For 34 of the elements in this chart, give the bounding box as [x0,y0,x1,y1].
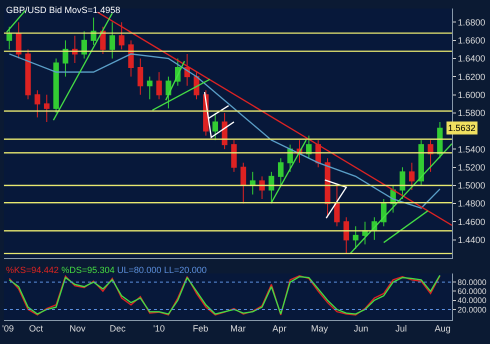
y-tick-label: 1.6400 [458,54,486,64]
y-tick-label: 1.6800 [458,17,486,28]
x-tick-label: '09 [2,324,14,334]
y-tick-label: 80.0000 [458,278,488,287]
series-label: %KS=94.442 [6,265,59,275]
x-tick-label: Feb [192,324,208,334]
y-tick-label: 1.6200 [458,72,486,82]
x-tick-label: Oct [29,324,44,334]
x-tick-label: May [311,324,329,334]
y-tick-label: 60.0000 [458,287,488,296]
y-tick-label: 40.0000 [458,296,488,306]
x-tick-label: Jul [395,324,407,334]
x-tick-label: Nov [69,324,86,334]
x-tick-label: Mar [230,324,246,334]
ref-line-label: LL=20.000 [164,265,207,275]
annotation: 1.5632 [448,123,476,133]
y-tick-label: 1.5400 [458,144,486,154]
ref-line-label: UL=80.000 [117,265,162,275]
y-tick-label: 1.4400 [458,235,486,246]
y-tick-label: 1.4600 [458,216,486,227]
y-tick-label: 1.5200 [458,162,486,172]
y-tick-label: 20.0000 [458,305,488,314]
x-tick-label: Apr [272,324,286,334]
x-tick-label: '10 [153,324,165,334]
x-tick-label: Jun [354,324,368,334]
y-tick-label: 1.6600 [458,35,486,46]
y-tick-label: 1.5800 [458,108,486,118]
y-tick-label: 1.6000 [458,90,486,100]
series-label: %DS=95.304 [61,265,115,275]
x-tick-label: Aug [434,324,451,334]
y-tick-label: 1.4800 [458,198,486,209]
chart-title: GBP/USD Bid MovS=1.4958 [6,5,120,15]
y-tick-label: 1.5000 [458,180,486,191]
x-tick-label: Dec [110,324,126,334]
